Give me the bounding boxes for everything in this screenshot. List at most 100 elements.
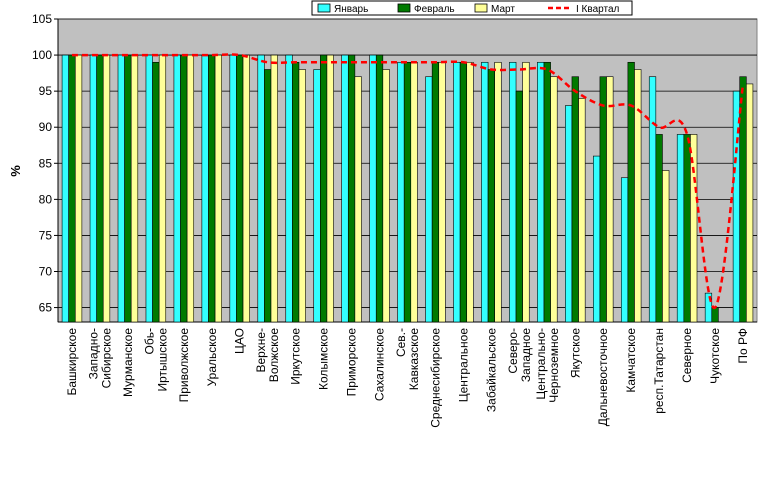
bar-3-22 [662,170,670,323]
legend-box [311,0,633,16]
bar-1-20 [593,155,601,323]
bar-2-13 [403,61,412,323]
bar-2-19 [571,76,579,323]
bar-3-8 [270,54,278,323]
bar-3-16 [494,61,502,323]
x-tick-label: Якутское [568,328,582,378]
x-tick-label: респ.Татарстан [652,328,666,414]
bar-1-16 [481,61,489,323]
legend-label: Март [491,4,515,15]
bar-1-23 [676,134,685,323]
bar-3-23 [690,134,698,323]
series [61,54,754,323]
y-tick-label: 85 [39,156,53,170]
x-tick-label: Центрально- [534,328,548,400]
x-tick-label: Мурманское [121,328,135,397]
bar-2-12 [375,54,384,323]
bar-1-4 [145,54,153,323]
bar-1-8 [257,54,265,323]
bar-2-5 [180,54,188,323]
bar-1-7 [229,54,237,323]
x-tick-label: Иркутское [289,328,303,385]
bar-3-18 [550,76,558,323]
bar-1-22 [648,76,657,323]
bar-1-6 [201,54,209,323]
bar-3-13 [410,61,418,323]
bar-2-24 [711,307,719,323]
bar-2-17 [515,90,523,323]
bar-3-2 [102,54,111,323]
bar-1-12 [369,54,377,323]
x-tick-label: Камчатское [624,328,638,393]
x-tick-label: Колымское [317,328,331,390]
bar-3-25 [746,83,754,323]
legend-label: I Квартал [576,4,620,15]
bar-2-21 [627,61,635,323]
x-tick-label: Чукотское [708,328,722,384]
bar-2-9 [292,61,300,323]
y-tick-label: 65 [39,301,53,315]
bar-2-1 [68,54,76,323]
x-tick-label: Кавказское [407,328,421,391]
bar-3-3 [130,54,139,323]
x-tick-label: Дальневосточное [596,328,610,427]
x-tick-label: Сев.- [394,328,408,357]
y-tick-label: 70 [39,265,53,279]
bar-3-10 [326,54,334,323]
bar-2-20 [599,76,607,323]
x-tick-label: Забайкальское [484,328,498,412]
bar-3-17 [522,61,530,323]
legend-label: Февраль [414,4,455,15]
bar-1-2 [89,54,97,323]
bar-2-2 [96,54,104,323]
x-tick-label: Башкирское [65,328,79,396]
y-tick-label: 90 [39,120,53,134]
legend-swatch [317,3,331,13]
x-tick-label: Западное [519,328,533,382]
bar-2-15 [459,61,468,323]
bar-1-17 [509,61,517,323]
y-tick-label: 100 [32,48,52,62]
x-tick-label: Иртышское [155,328,169,392]
bar-3-12 [382,69,390,323]
legend: Январь Февраль Март I Квартал [311,0,633,16]
quarter-line [71,53,745,309]
x-tick-label: Приморское [345,328,359,397]
x-tick-label: Обь- [142,328,156,354]
bar-3-6 [214,54,222,323]
x-axis: Башкирское Западно- Сибирское Мурманское Обь… [65,328,750,428]
bar-2-22 [655,134,663,323]
bar-3-14 [438,61,446,323]
x-tick-label: Сибирское [99,328,113,389]
bar-2-6 [208,54,216,323]
bar-2-8 [264,69,272,323]
bar-1-14 [425,76,433,323]
bar-2-23 [683,134,691,323]
bar-1-5 [173,54,181,323]
bar-3-4 [158,54,167,323]
bar-1-11 [341,54,349,323]
y-axis-label: % [8,165,23,177]
bar-2-14 [431,61,440,323]
bar-2-4 [152,61,160,323]
bar-3-20 [606,76,614,323]
x-tick-label: Западно- [86,328,100,379]
x-tick-label: Сахалинское [373,328,387,401]
bar-2-7 [236,54,244,323]
bar-1-10 [313,69,321,323]
bar-1-19 [565,105,573,323]
x-tick-label: Центральное [456,328,470,403]
bar-1-15 [453,61,461,323]
y-tick-label: 80 [39,192,53,206]
x-tick-label: ЦАО [233,328,247,354]
bar-3-21 [634,69,642,323]
y-tick-label: 95 [39,84,53,98]
y-tick-label: 75 [39,228,53,242]
bar-1-13 [397,61,405,323]
x-tick-label: По РФ [736,328,750,364]
x-tick-label: Верхне- [254,328,268,373]
quarter-line-path [71,53,745,309]
legend-swatch [397,3,411,13]
bar-1-25 [732,90,741,323]
